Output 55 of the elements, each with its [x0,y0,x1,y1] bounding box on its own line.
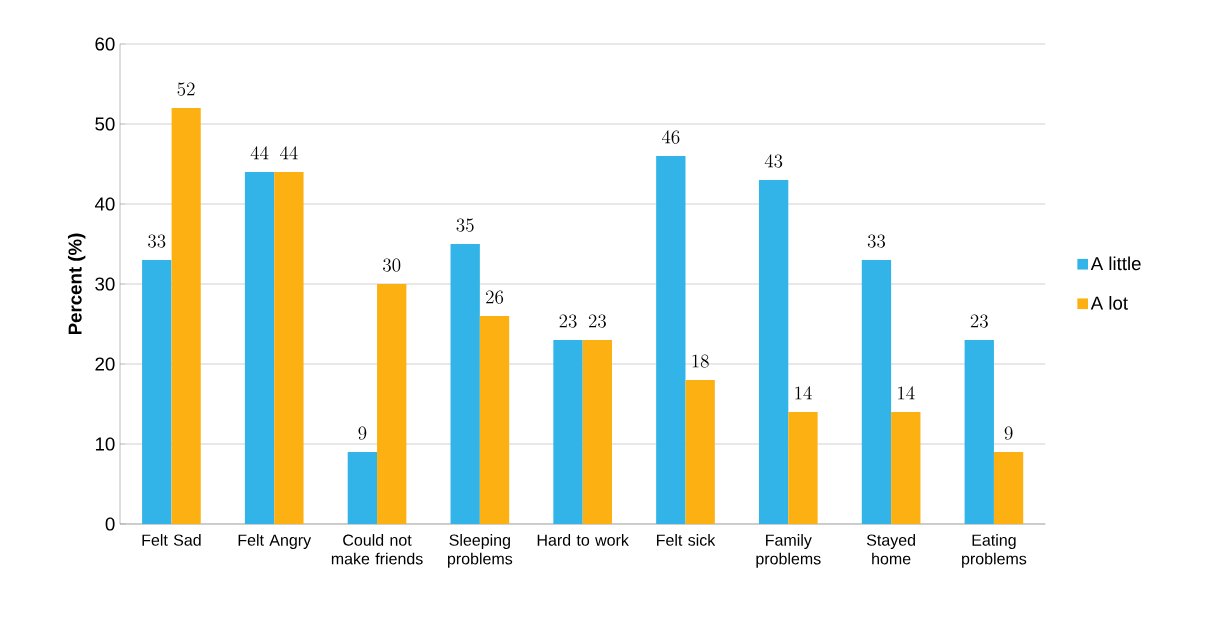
y-tick-label: 10 [95,437,115,451]
data-label: 14 [898,386,915,400]
data-label: 23 [588,314,606,328]
y-tick-label: 20 [95,357,115,371]
y-tick-label: 60 [95,37,115,51]
bar [274,172,304,524]
data-label: 35 [456,218,474,232]
data-label: 33 [867,234,886,248]
x-tick-label: Hard to work [537,534,629,546]
y-tick-label: 50 [95,117,115,131]
x-tick-label: Could not make friends [331,534,423,565]
bar [685,380,715,524]
data-label: 9 [1004,426,1013,440]
bar [656,156,686,524]
bar [142,260,172,524]
y-tick-label: 0 [105,517,115,531]
bar [788,412,818,524]
data-label: 46 [661,130,680,144]
data-label: 52 [177,82,195,96]
x-tick-label: Felt sick [657,534,716,546]
bar [244,172,275,524]
x-tick-label: Felt Angry [238,534,312,549]
data-label: 30 [383,258,401,272]
bar [861,260,892,524]
data-label: 26 [486,290,504,304]
x-tick-label: Felt Sad [142,534,201,546]
data-label: 44 [250,146,269,160]
x-tick-label: Sleeping problems [447,534,513,568]
data-label: 33 [148,234,166,248]
bar [171,108,201,524]
y-axis-title: Percent (%) [67,233,86,335]
x-tick-label: Eating problems [962,534,1027,568]
bar [582,340,613,524]
legend-label: A lot [1090,296,1128,310]
data-label: 23 [559,314,577,328]
bar [964,340,994,524]
x-tick-label: Family problems [756,534,821,568]
bar [891,412,921,524]
data-label: 23 [970,314,988,328]
data-label: 9 [358,426,367,440]
bar [377,284,407,524]
y-tick-label: 30 [95,277,115,291]
bar [347,452,378,524]
bar [450,244,480,524]
bar [758,180,789,524]
y-tick-label: 40 [94,197,115,211]
data-label: 14 [795,386,812,400]
x-tick-label: Stayed home [866,534,915,565]
data-label: 44 [280,146,298,160]
data-label: 18 [692,354,709,368]
data-label: 43 [764,154,783,168]
legend-label: A little [1090,256,1141,271]
bar [993,452,1024,524]
bar [479,316,510,524]
bar [553,340,583,524]
